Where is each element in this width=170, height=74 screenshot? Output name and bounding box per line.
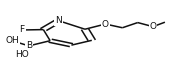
Text: O: O <box>102 20 109 29</box>
Text: HO: HO <box>15 50 29 59</box>
Text: B: B <box>26 41 32 50</box>
Text: OH: OH <box>5 36 19 45</box>
Text: O: O <box>149 22 157 31</box>
Text: F: F <box>20 25 25 34</box>
Text: N: N <box>55 16 62 25</box>
